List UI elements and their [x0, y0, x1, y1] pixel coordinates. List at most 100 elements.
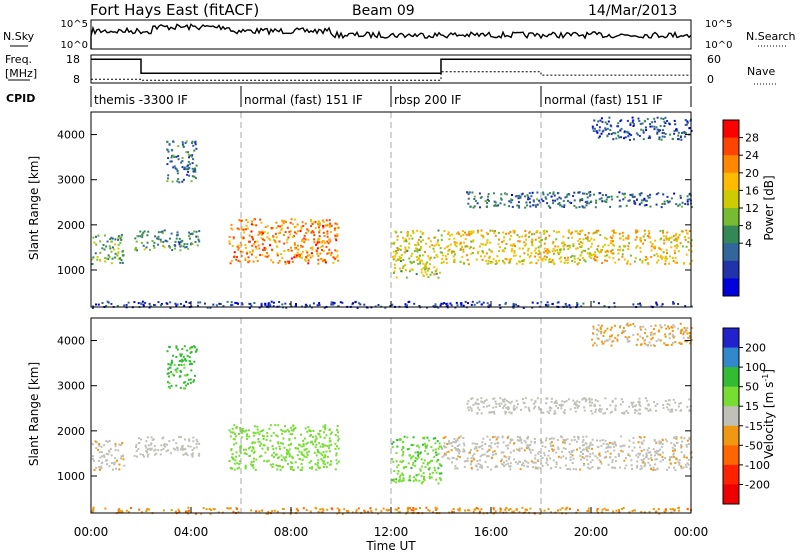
echo-cell: [606, 127, 609, 130]
echo-cell: [174, 240, 177, 243]
echo-cell: [187, 164, 190, 167]
echo-cell: [485, 398, 488, 401]
echo-cell: [563, 412, 566, 415]
echo-cell: [413, 260, 415, 263]
echo-cell: [653, 247, 656, 250]
echo-cell: [653, 120, 656, 123]
echo-cell: [291, 235, 294, 238]
echo-cell: [475, 507, 478, 509]
echo-cell: [175, 442, 178, 445]
echo-cell: [396, 247, 399, 249]
echo-cell: [572, 457, 575, 460]
echo-cell: [157, 243, 160, 246]
echo-cell: [583, 406, 586, 409]
echo-cell: [428, 461, 431, 464]
echo-cell: [528, 235, 531, 238]
echo-cell: [312, 302, 315, 305]
echo-cell: [501, 463, 504, 466]
echo-cell: [419, 507, 421, 509]
echo-cell: [176, 172, 179, 175]
echo-cell: [453, 510, 455, 513]
echo-cell: [578, 233, 581, 235]
echo-cell: [334, 237, 337, 240]
echo-cell: [581, 456, 584, 459]
echo-cell: [326, 445, 329, 448]
echo-cell: [538, 249, 540, 252]
echo-cell: [195, 164, 198, 167]
echo-cell: [166, 443, 168, 446]
echo-cell: [181, 166, 184, 169]
echo-cell: [663, 342, 666, 345]
echo-cell: [600, 332, 602, 335]
echo-cell: [228, 507, 230, 510]
echo-cell: [202, 507, 205, 509]
echo-cell: [630, 464, 633, 467]
echo-cell: [295, 256, 298, 259]
echo-cell: [606, 408, 608, 411]
echo-cell: [445, 446, 448, 449]
echo-cell: [258, 231, 261, 233]
echo-cell: [562, 441, 564, 444]
echo-cell: [183, 374, 186, 377]
echo-cell: [664, 508, 667, 511]
echo-cell: [400, 231, 403, 234]
echo-cell: [541, 456, 544, 459]
echo-cell: [175, 370, 178, 373]
echo-cell: [499, 246, 502, 249]
echo-cell: [596, 256, 599, 259]
echo-cell: [311, 467, 313, 470]
echo-cell: [499, 510, 502, 513]
echo-cell: [250, 449, 253, 452]
echo-cell: [659, 460, 662, 463]
echo-cell: [258, 433, 261, 436]
echo-cell: [492, 508, 495, 511]
echo-cell: [323, 240, 326, 243]
echo-cell: [491, 411, 494, 414]
echo-cell: [364, 511, 367, 513]
echo-cell: [653, 332, 656, 335]
echo-cell: [643, 465, 646, 468]
echo-cell: [400, 254, 403, 256]
echo-cell: [470, 457, 473, 460]
echo-cell: [246, 437, 248, 440]
echo-cell: [663, 125, 666, 128]
echo-cell: [478, 300, 481, 303]
echo-cell: [617, 131, 620, 134]
echo-cell: [280, 454, 283, 457]
echo-cell: [231, 427, 234, 430]
echo-cell: [623, 130, 626, 133]
echo-cell: [510, 412, 513, 415]
echo-cell: [588, 255, 591, 258]
echo-cell: [610, 241, 613, 244]
echo-cell: [535, 262, 538, 265]
echo-cell: [266, 252, 268, 254]
echo-cell: [424, 449, 427, 452]
echo-cell: [547, 304, 550, 307]
cpid-label: CPID: [6, 92, 35, 105]
echo-cell: [190, 369, 193, 372]
echo-cell: [687, 241, 690, 244]
echo-cell: [508, 200, 511, 203]
echo-cell: [185, 246, 188, 248]
echo-cell: [654, 463, 657, 466]
echo-cell: [522, 260, 525, 263]
echo-cell: [450, 252, 453, 255]
echo-cell: [408, 242, 411, 245]
echo-cell: [492, 258, 495, 261]
echo-cell: [246, 221, 249, 224]
echo-cell: [663, 200, 666, 203]
echo-cell: [322, 240, 324, 242]
echo-cell: [409, 234, 412, 237]
echo-cell: [494, 400, 497, 403]
echo-cell: [191, 142, 193, 144]
echo-cell: [231, 228, 234, 231]
echo-cell: [580, 251, 583, 254]
echo-cell: [500, 197, 503, 200]
echo-cell: [690, 305, 693, 308]
echo-cell: [187, 153, 190, 156]
echo-cell: [501, 398, 504, 401]
echo-cell: [659, 339, 662, 342]
echo-cell: [324, 454, 326, 457]
echo-cell: [605, 194, 608, 197]
freq-left-tick-top: 18: [66, 53, 80, 66]
